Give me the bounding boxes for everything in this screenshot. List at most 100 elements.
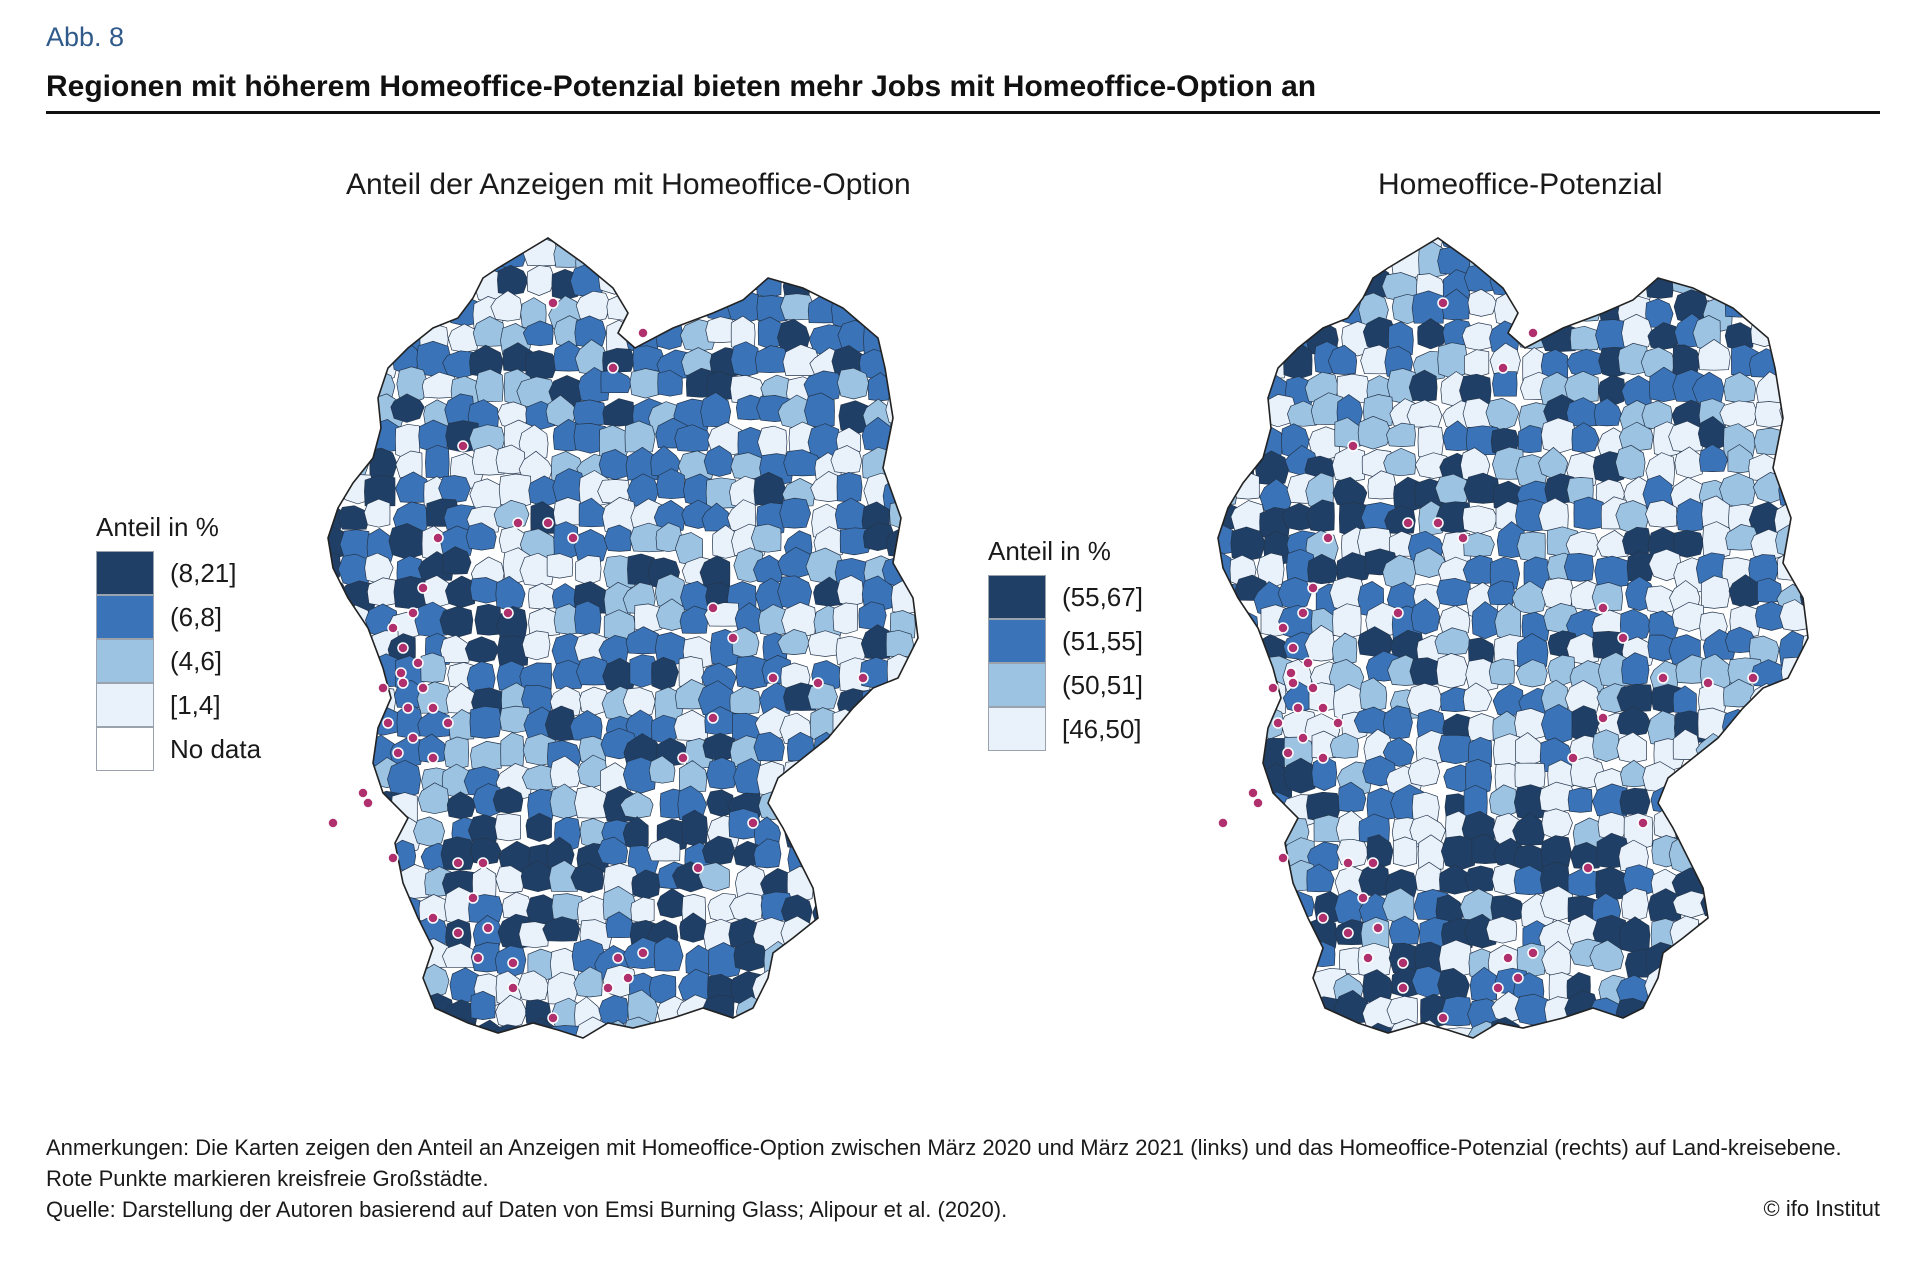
map-region <box>599 240 631 273</box>
map-region <box>1284 295 1313 328</box>
map-region <box>1597 240 1630 275</box>
map-region <box>941 555 968 587</box>
map-region <box>1724 886 1758 920</box>
map-region <box>399 238 425 277</box>
map-region <box>1719 472 1756 509</box>
map-region <box>1779 761 1808 794</box>
map-region <box>1329 732 1359 759</box>
map-region <box>885 292 918 328</box>
map-region <box>1521 611 1550 643</box>
map-region <box>1800 446 1808 476</box>
map-region <box>914 762 918 795</box>
map-region <box>836 812 870 844</box>
map-region <box>1729 759 1766 791</box>
map-region <box>328 861 349 895</box>
map-region <box>1494 602 1522 640</box>
map-region <box>1233 267 1266 299</box>
map-region <box>1593 397 1622 427</box>
map-region <box>440 836 476 871</box>
map-region <box>809 238 842 253</box>
map-region <box>889 839 918 867</box>
map-region <box>1727 818 1763 848</box>
map-region <box>328 261 348 300</box>
map-region <box>1774 862 1808 896</box>
map-region <box>1357 942 1392 978</box>
map-region <box>440 525 474 557</box>
map-region <box>1229 290 1261 329</box>
map-region <box>619 791 654 819</box>
map-region <box>1257 967 1288 1000</box>
left-legend-item: (4,6] <box>96 639 261 683</box>
map-region <box>727 264 760 293</box>
map-region <box>1489 784 1517 818</box>
map-region <box>858 894 890 924</box>
city-dot <box>1367 857 1379 869</box>
city-dot <box>477 857 489 869</box>
map-region <box>784 990 811 1019</box>
map-region <box>1228 1047 1257 1080</box>
map-region <box>1438 605 1471 637</box>
map-region <box>858 813 890 847</box>
map-region <box>1541 577 1575 610</box>
map-region <box>338 263 371 298</box>
map-region <box>1491 240 1525 269</box>
map-region <box>391 1022 425 1038</box>
map-region <box>420 652 447 683</box>
map-region <box>1489 1049 1523 1081</box>
map-region <box>1748 762 1782 794</box>
map-region <box>1331 632 1358 665</box>
map-region <box>705 265 738 299</box>
map-region <box>858 707 896 740</box>
map-region <box>730 1080 763 1089</box>
map-region <box>939 736 968 771</box>
map-region <box>339 373 376 405</box>
map-region <box>1700 575 1731 609</box>
map-region <box>753 731 785 762</box>
city-dot <box>1277 622 1289 634</box>
map-region <box>755 1072 784 1088</box>
map-region <box>731 238 761 274</box>
map-region <box>1523 1043 1546 1072</box>
map-region <box>1331 238 1363 239</box>
city-dot <box>747 817 759 829</box>
map-region <box>572 238 601 247</box>
map-region <box>731 627 760 659</box>
city-dot <box>1357 892 1369 904</box>
city-dot <box>1307 682 1319 694</box>
map-region <box>1218 885 1227 920</box>
map-region <box>1327 344 1358 375</box>
map-region <box>885 1020 918 1038</box>
map-region <box>1546 1073 1578 1088</box>
map-region <box>1230 341 1263 376</box>
map-region <box>679 242 713 277</box>
city-dot <box>362 797 374 809</box>
city-dot <box>547 297 559 309</box>
map-region <box>1836 738 1858 774</box>
map-region <box>1781 838 1808 871</box>
map-region <box>1414 1077 1441 1088</box>
left-legend-title: Anteil in % <box>96 512 219 542</box>
map-region <box>1437 246 1472 275</box>
map-region <box>659 267 692 300</box>
map-region <box>1592 729 1620 762</box>
map-region <box>1801 556 1808 594</box>
map-region <box>1462 238 1495 251</box>
map-region <box>1779 392 1808 431</box>
map-region <box>1311 1023 1345 1038</box>
map-region <box>328 450 348 484</box>
city-dot <box>452 927 464 939</box>
map-region <box>464 636 500 664</box>
map-region <box>347 242 377 280</box>
map-region <box>574 555 602 586</box>
map-region <box>838 913 868 949</box>
map-region <box>328 893 338 922</box>
map-region <box>862 1052 898 1083</box>
map-region <box>909 914 918 950</box>
map-region <box>777 629 810 655</box>
map-region <box>390 393 425 423</box>
map-region <box>703 445 734 477</box>
map-region <box>1621 313 1653 352</box>
map-region <box>778 1047 811 1075</box>
map-region <box>1218 966 1232 997</box>
map-region <box>1719 400 1758 430</box>
